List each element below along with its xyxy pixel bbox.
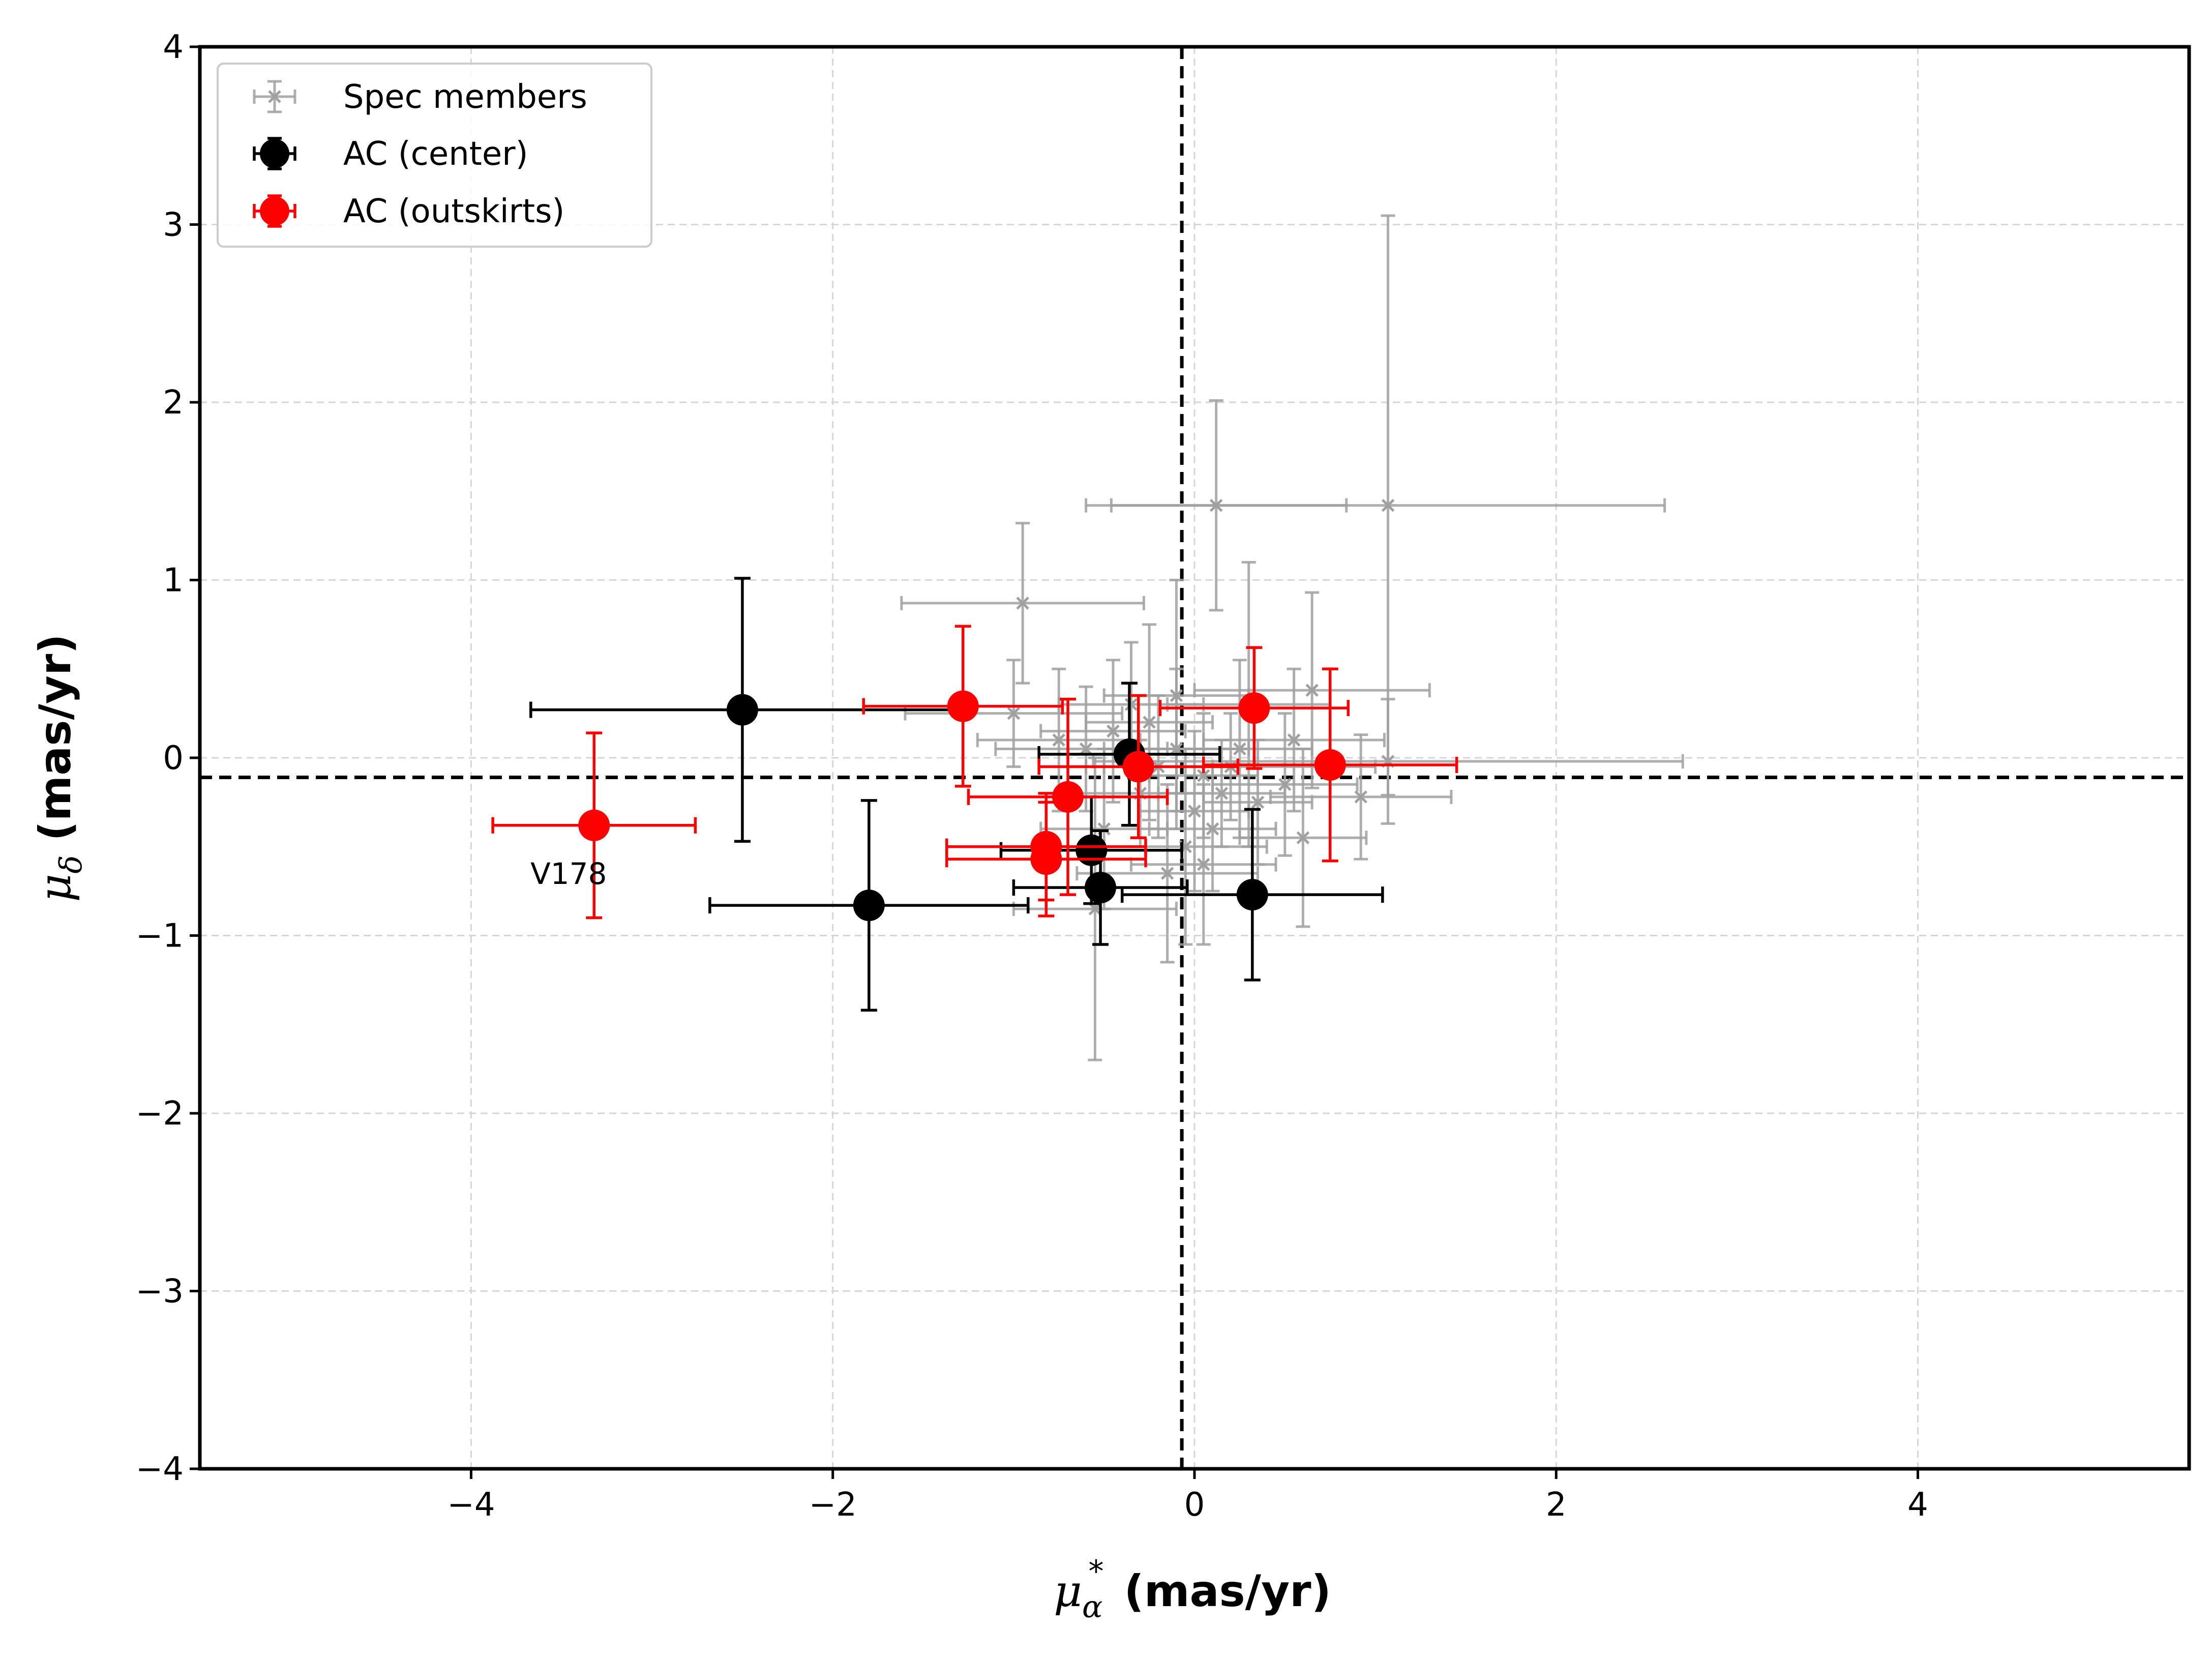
spec-member-marker (1016, 597, 1029, 610)
spec-member-marker (1197, 857, 1210, 871)
data-point (853, 890, 885, 922)
spec-member-marker (1107, 724, 1120, 738)
spec-member-marker (1088, 902, 1102, 915)
data-point (578, 809, 610, 841)
data-point (1075, 834, 1108, 866)
spec-member-marker (1287, 733, 1301, 747)
spec-member-marker (1007, 706, 1021, 720)
legend-label: Spec members (343, 78, 587, 116)
y-axis-unit: (mas/yr) (30, 634, 81, 841)
spec-member-marker (1278, 778, 1292, 791)
x-tick-label: −2 (809, 1486, 857, 1524)
spec-member-marker (1251, 795, 1265, 809)
y-axis-label: μδ (mas/yr) (30, 634, 89, 902)
legend-label: AC (center) (343, 135, 528, 173)
x-axis-label: μα* (mas/yr) (1054, 1554, 1331, 1625)
spec-member-marker (1170, 689, 1183, 702)
data-point (1030, 843, 1062, 875)
spec-member-marker (1206, 822, 1219, 836)
y-axis-subscript: δ (53, 855, 89, 874)
x-tick-label: 4 (1907, 1486, 1928, 1524)
spec-member-marker (1381, 498, 1395, 512)
spec-member-marker (1124, 698, 1138, 711)
y-axis-symbol: μ (30, 874, 81, 902)
spec-member-marker (1305, 684, 1319, 697)
data-point (1122, 751, 1154, 783)
legend-label: AC (outskirts) (343, 193, 564, 230)
y-tick-label: 0 (163, 739, 184, 777)
legend-marker (268, 90, 281, 103)
point-annotation: V178 (530, 856, 607, 891)
y-tick-label: 4 (163, 28, 184, 66)
x-axis-superscript: * (1089, 1554, 1104, 1589)
spec-member-marker (1233, 742, 1246, 756)
data-point (1314, 749, 1346, 781)
y-tick-label: −2 (136, 1095, 184, 1133)
spec-member-marker (1160, 867, 1174, 880)
data-point (1085, 872, 1117, 904)
legend-entry: AC (outskirts) (253, 193, 564, 230)
spec-member-marker (1215, 787, 1229, 800)
legend-box (217, 63, 652, 248)
spec-member-marker (1052, 733, 1066, 747)
data-points: V178 (491, 214, 1684, 1061)
x-tick-label: 0 (1184, 1486, 1205, 1524)
series-ac-center (529, 577, 1384, 1012)
x-axis-subscript: α (1082, 1589, 1103, 1625)
data-point (726, 694, 758, 726)
y-tick-label: −3 (136, 1273, 184, 1311)
y-tick-label: −1 (136, 917, 184, 955)
y-tick-label: 3 (163, 206, 184, 244)
data-point (1052, 781, 1084, 813)
y-tick-label: −4 (136, 1450, 184, 1488)
y-tick-label: 2 (163, 384, 184, 422)
spec-member-marker (1079, 742, 1093, 756)
legend-entry: AC (center) (253, 135, 528, 173)
data-point (1236, 879, 1268, 911)
spec-member-marker (1197, 769, 1210, 782)
legend-marker (260, 196, 289, 226)
spec-member-marker (1143, 716, 1156, 729)
legend-entry: Spec members (253, 78, 587, 116)
y-tick-label: 1 (163, 562, 184, 600)
legend: Spec members AC (center) AC (outskirts) (217, 63, 652, 248)
x-tick-label: 2 (1546, 1486, 1567, 1524)
x-tick-label: −4 (447, 1486, 495, 1524)
legend-marker (260, 139, 289, 168)
axis-ticks: −4 −2 0 2 4 −4 −3 −2 −1 0 1 2 3 4 (136, 28, 1928, 1524)
spec-member-marker (1188, 805, 1201, 818)
spec-member-marker (1296, 831, 1310, 845)
data-point (1238, 692, 1270, 724)
data-point (947, 690, 979, 722)
spec-member-marker (1354, 790, 1367, 804)
x-axis-unit: (mas/yr) (1124, 1566, 1331, 1617)
x-axis-symbol: μ (1054, 1566, 1082, 1617)
series-ac-outskirts: V178 (491, 625, 1458, 920)
